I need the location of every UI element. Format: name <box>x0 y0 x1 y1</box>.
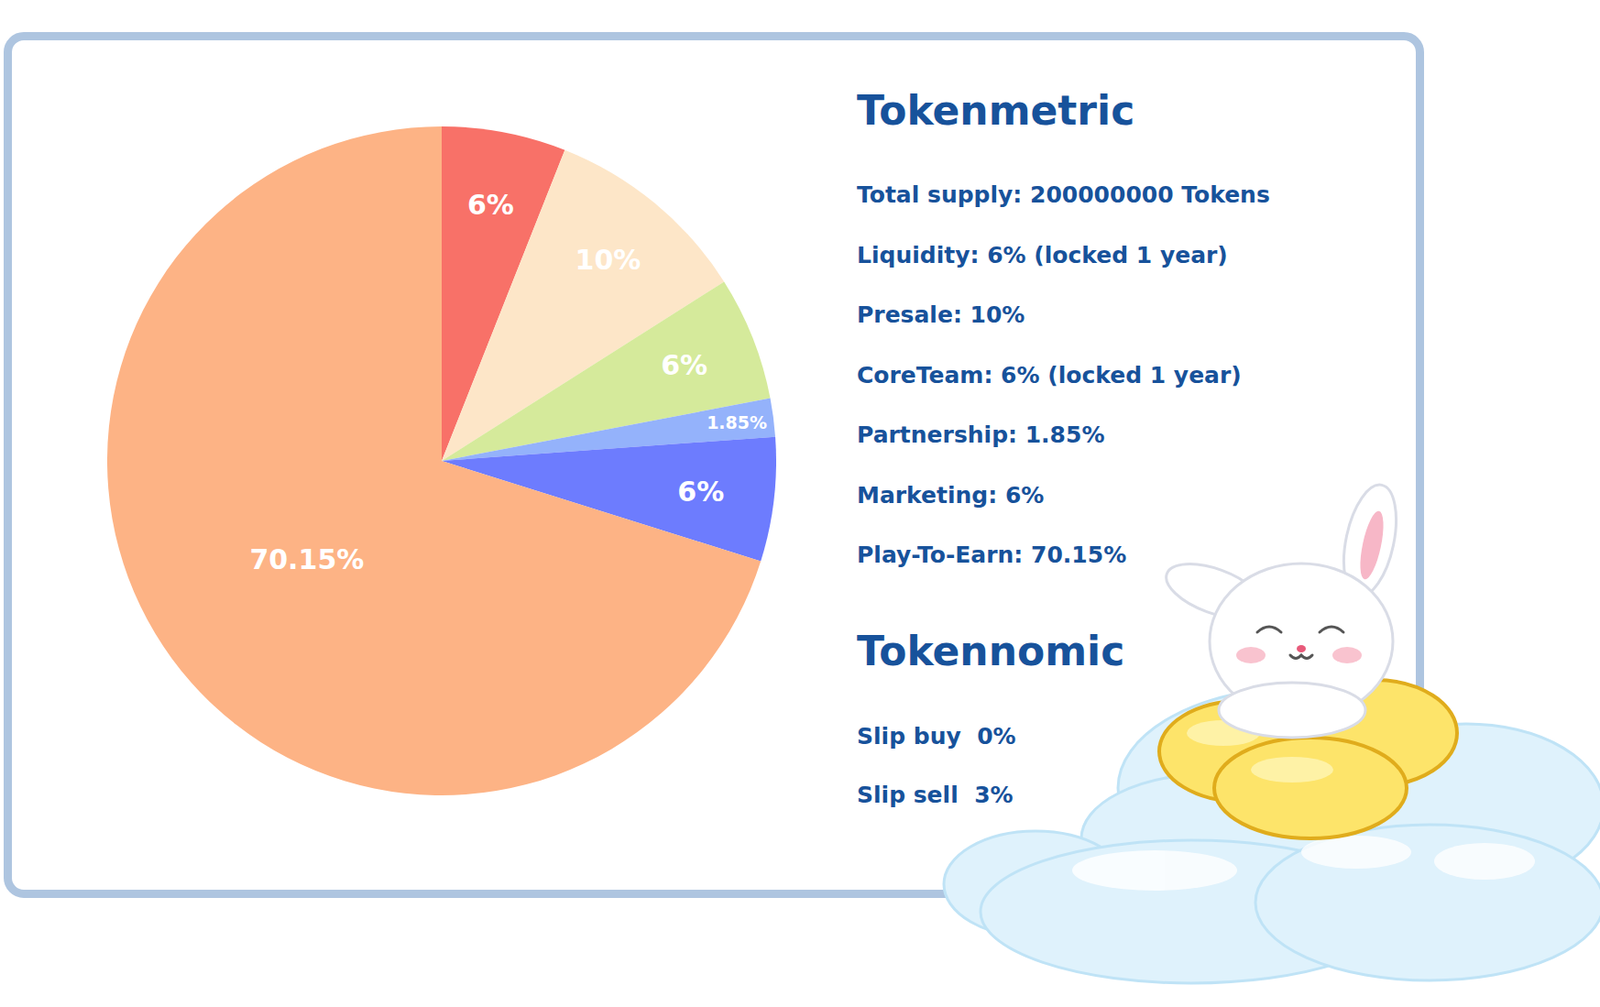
html-text:Presale: 10%: Presale: 10% <box>856 301 1025 328</box>
svg-text:1.85%: 1.85% <box>706 412 768 433</box>
html-text:Tokennomic: Tokennomic <box>856 627 1125 675</box>
html-text:Liquidity: 6% (locked 1 year): Liquidity: 6% (locked 1 year) <box>856 241 1228 269</box>
svg-text:6%: 6% <box>677 475 724 508</box>
svg-text:10%: 10% <box>575 243 642 276</box>
html-text:Play-To-Earn: 70.15%: Play-To-Earn: 70.15% <box>856 541 1127 568</box>
svg-text:6%: 6% <box>660 349 708 382</box>
html-text:Slip buy 0%: Slip buy 0% <box>856 722 1016 750</box>
html-text:Tokenmetric: Tokenmetric <box>856 86 1135 134</box>
svg-text:70.15%: 70.15% <box>249 543 364 576</box>
html-text:Slip sell 3%: Slip sell 3% <box>856 781 1014 808</box>
svg-text:6%: 6% <box>467 188 515 221</box>
html-text:Partnership: 1.85%: Partnership: 1.85% <box>856 421 1105 448</box>
html-text:Marketing: 6%: Marketing: 6% <box>856 481 1045 509</box>
html-text:Total supply: 200000000 Tokens: Total supply: 200000000 Tokens <box>856 180 1270 208</box>
html-text:CoreTeam: 6% (locked 1 year): CoreTeam: 6% (locked 1 year) <box>856 361 1242 389</box>
